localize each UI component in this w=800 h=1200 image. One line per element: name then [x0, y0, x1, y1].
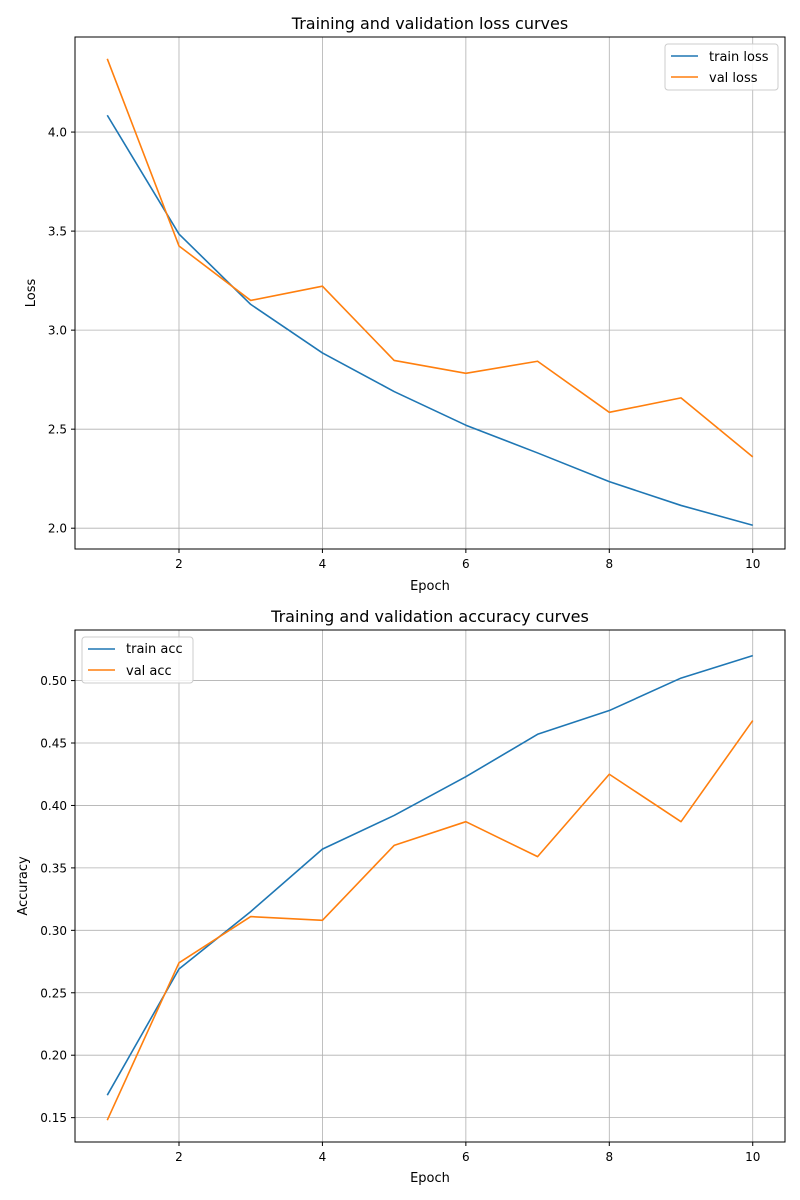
legend-label-train-loss: train loss [709, 50, 769, 65]
loss-chart-xlabel: Epoch [410, 579, 450, 594]
accuracy-ytick-label: 0.45 [40, 737, 67, 751]
accuracy-ytick-label: 0.40 [40, 799, 67, 813]
accuracy-chart-xlabel: Epoch [410, 1171, 450, 1186]
loss-series-val-loss-line [106, 58, 754, 458]
accuracy-ytick-label: 0.30 [40, 924, 67, 938]
loss-ytick-label: 3.0 [48, 324, 67, 338]
legend-label-val-loss: val loss [709, 71, 758, 86]
legend-label-val-acc: val acc [126, 664, 172, 679]
accuracy-plot-frame [74, 629, 786, 1143]
legend-label-train-acc: train acc [126, 642, 183, 657]
accuracy-xtick-label: 10 [745, 1150, 760, 1164]
accuracy-ytick-label: 0.50 [40, 674, 67, 688]
accuracy-ytick-label: 0.20 [40, 1049, 67, 1063]
loss-series-train-loss-line [106, 114, 753, 527]
accuracy-chart-title: Training and validation accuracy curves [270, 607, 589, 626]
loss-ytick-label: 3.5 [48, 225, 67, 239]
accuracy-xtick-label: 2 [175, 1150, 183, 1164]
loss-plot-frame [74, 36, 786, 550]
accuracy-chart-panel: 2 4 6 8 10 0.15 0.20 0.25 0.30 0.35 0.40 0.45 0.50 T… [16, 607, 786, 1186]
accuracy-ytick-label: 0.15 [40, 1111, 67, 1125]
loss-xtick-label: 10 [745, 557, 760, 571]
loss-ytick-label: 2.5 [48, 423, 67, 437]
loss-xtick-label: 8 [605, 557, 613, 571]
loss-chart-ylabel: Loss [24, 279, 39, 308]
loss-chart-title: Training and validation loss curves [291, 14, 568, 33]
accuracy-ytick-label: 0.25 [40, 986, 67, 1000]
loss-xtick-label: 4 [319, 557, 327, 571]
accuracy-chart-ylabel: Accuracy [16, 856, 31, 916]
loss-ytick-label: 2.0 [48, 522, 67, 536]
accuracy-xtick-label: 4 [319, 1150, 327, 1164]
loss-chart-panel: 2 4 6 8 10 2.0 2.5 3.0 3.5 4.0 Training and valid… [24, 14, 786, 594]
accuracy-xtick-label: 6 [462, 1150, 470, 1164]
accuracy-ytick-label: 0.35 [40, 861, 67, 875]
accuracy-series-train-acc-line [106, 654, 753, 1096]
loss-xtick-label: 2 [175, 557, 183, 571]
accuracy-xtick-label: 8 [605, 1150, 613, 1164]
loss-xtick-label: 6 [462, 557, 470, 571]
accuracy-series-val-acc-line [106, 720, 754, 1121]
loss-ytick-label: 4.0 [48, 126, 67, 140]
